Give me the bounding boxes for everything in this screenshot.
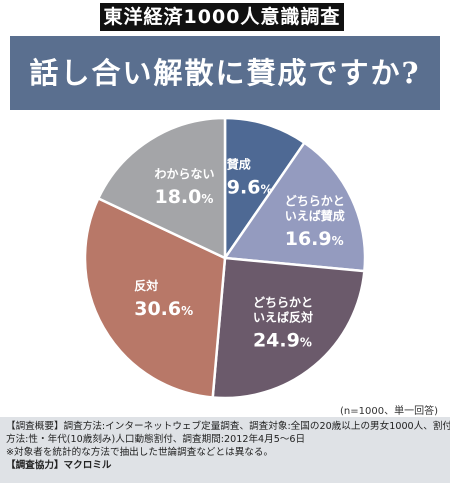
slice-category-no: 反対 (134, 278, 158, 293)
slice-label-yes: 賛成 9.6% (227, 157, 273, 199)
slice-value-somewhat-no: 24.9% (253, 329, 312, 351)
survey-tag: 東洋経済1000人意識調査 (100, 3, 344, 31)
slice-label-no: 反対 30.6% (134, 278, 193, 320)
slice-label-unknown: わからない 18.0% (154, 167, 214, 208)
slice-value-unknown: 18.0% (154, 186, 213, 208)
footer-line-2: 方法:性・年代(10歳刻み)人口動態割付、調査期間:2012年4月5〜6日 (6, 434, 306, 445)
footer-line-3: ※対象者を統計的な方法で抽出した世論調査などとは異なる。 (6, 447, 274, 458)
slice-value-somewhat-yes: 16.9% (285, 228, 344, 250)
slice-value-no: 30.6% (134, 298, 193, 320)
slice-category-yes: 賛成 (227, 157, 251, 172)
pie-slice-unknown (96, 116, 227, 260)
slice-category-somewhat-yes: いえば賛成 (285, 208, 345, 223)
slice-category-unknown: わからない (154, 167, 214, 181)
survey-footer: 【調査概要】調査方法:インターネットウェブ定量調査、調査対象:全国の20歳以上の… (0, 417, 450, 483)
pie-slice-somewhat-yes (222, 140, 367, 273)
pie-chart: 賛成9.6%どちらかといえば賛成16.9%どちらかといえば反対24.9%反対30… (83, 116, 367, 400)
pie-slice-somewhat-no (211, 256, 366, 400)
pie-slice-yes (223, 116, 307, 263)
slice-category-somewhat-no: どちらかと (253, 295, 313, 309)
pie-slice-no (83, 196, 227, 399)
title-banner: 話し合い解散に賛成ですか? (10, 36, 440, 110)
slice-category-somewhat-yes: どちらかと (285, 194, 345, 208)
slice-category-somewhat-no: いえば反対 (253, 309, 313, 324)
sample-note: (n=1000、単一回答) (340, 406, 438, 417)
footer-credit: 【調査協力】マクロミル (6, 460, 112, 471)
chart-title: 話し合い解散に賛成ですか? (29, 56, 421, 90)
slice-value-yes: 9.6% (227, 177, 273, 199)
footer-line-1: 【調査概要】調査方法:インターネットウェブ定量調査、調査対象:全国の20歳以上の… (6, 421, 450, 432)
